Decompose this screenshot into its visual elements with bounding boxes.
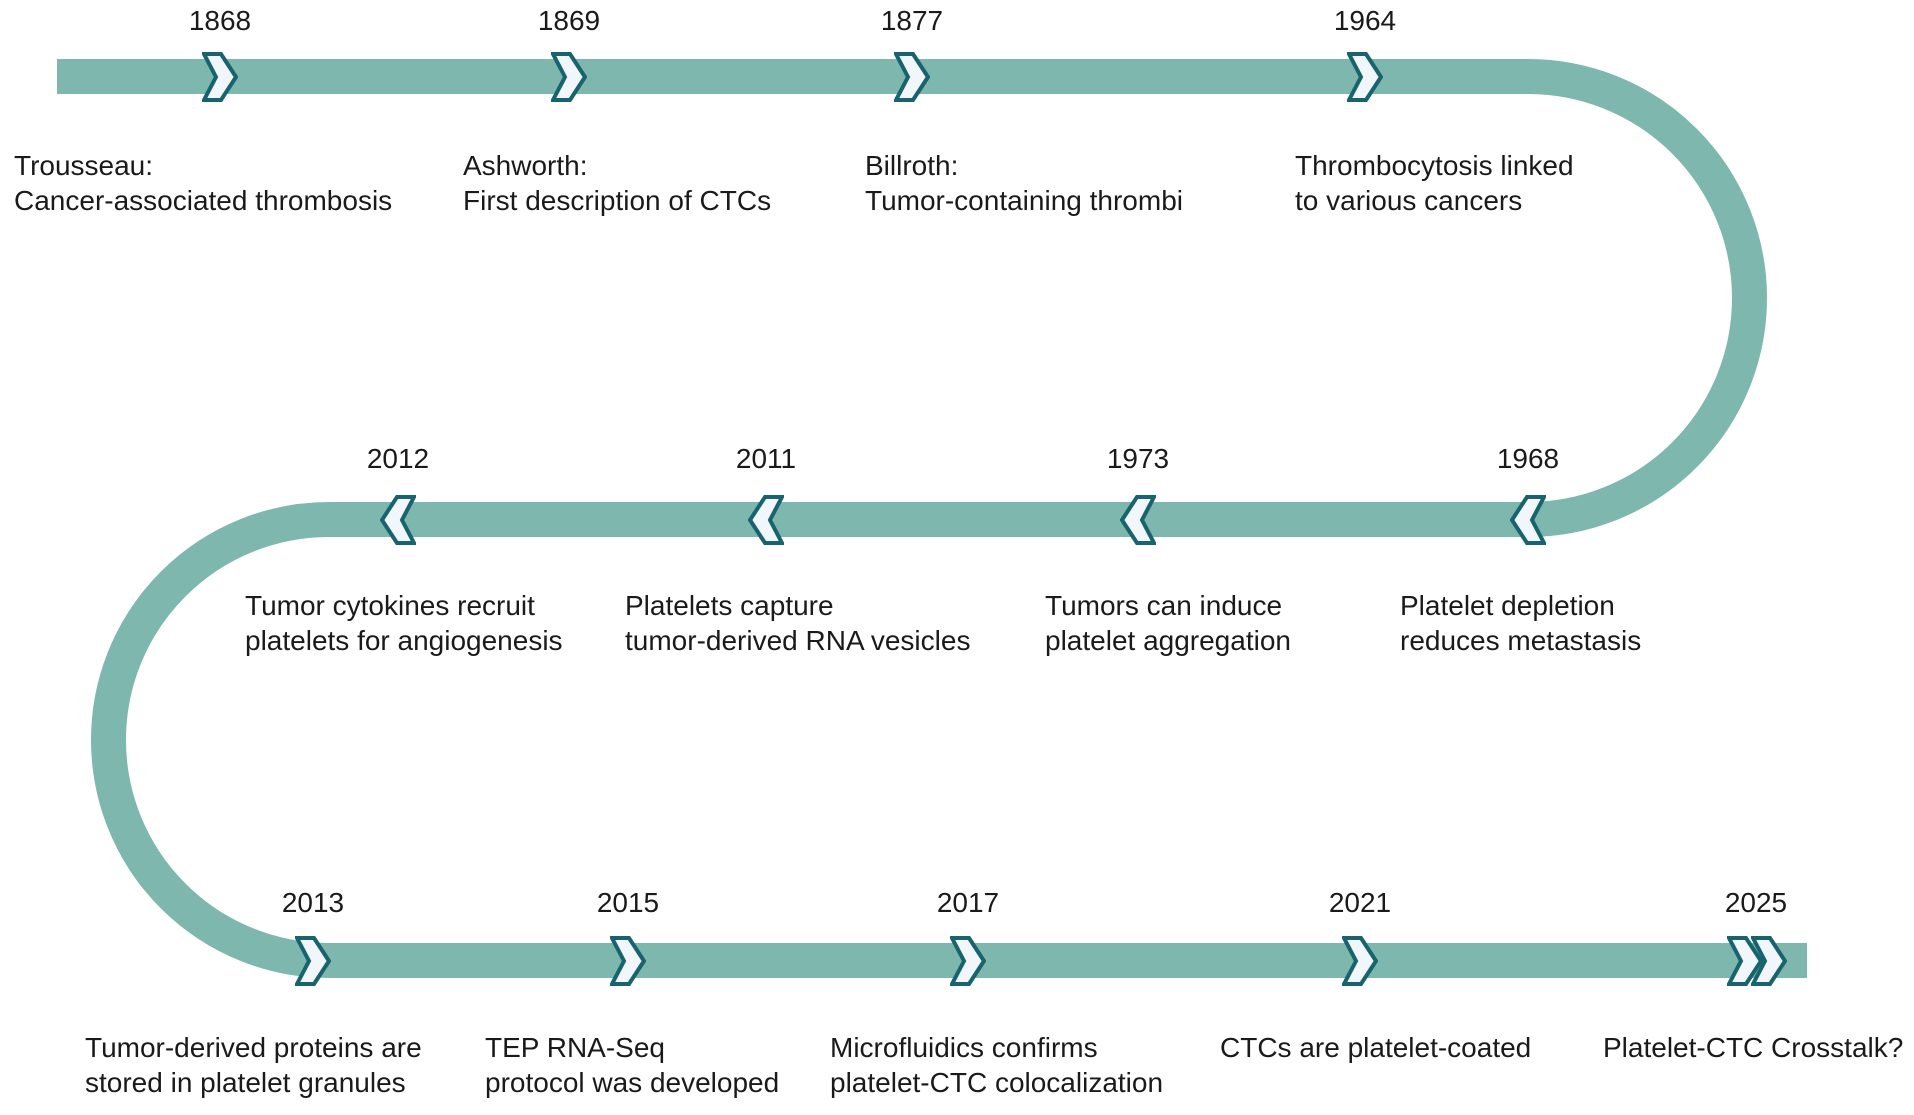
event-description: Billroth: Tumor-containing thrombi [865, 150, 1183, 216]
year-label: 2017 [936, 887, 1000, 918]
chevron-right-icon [1727, 936, 1763, 986]
year-label: 2025 [1724, 887, 1788, 918]
year-label: 1964 [1333, 5, 1397, 36]
event-description: Tumor-derived proteins are stored in pla… [85, 1032, 422, 1098]
year-label: 2013 [281, 887, 345, 918]
year-label: 1868 [188, 5, 252, 36]
chevron-right-icon [295, 936, 331, 986]
chevron-right-icon [1347, 52, 1383, 102]
event-description: Microfluidics confirms platelet-CTC colo… [830, 1032, 1164, 1098]
chevron-right-icon [551, 52, 587, 102]
event-description: Trousseau: Cancer-associated thrombosis [14, 150, 393, 216]
year-label: 1869 [537, 5, 601, 36]
chevron-right-icon [894, 52, 930, 102]
event-description: Platelet-CTC Crosstalk? [1603, 1032, 1904, 1063]
event-description: Platelet depletion reduces metastasis [1400, 590, 1642, 656]
chevron-left-icon [1510, 495, 1546, 545]
year-label: 1877 [880, 5, 944, 36]
event-description: Tumors can induce platelet aggregation [1045, 590, 1291, 656]
chevron-left-icon [748, 495, 784, 545]
event-description: TEP RNA-Seq protocol was developed [485, 1032, 780, 1098]
chevron-left-icon [1120, 495, 1156, 545]
year-label: 1973 [1106, 443, 1170, 474]
event-description: CTCs are platelet-coated [1220, 1032, 1532, 1063]
event-description: Tumor cytokines recruit platelets for an… [245, 590, 563, 656]
event-description: Thrombocytosis linked to various cancers [1295, 150, 1574, 216]
chevron-right-icon [950, 936, 986, 986]
event-description: Ashworth: First description of CTCs [463, 150, 772, 216]
year-label: 2021 [1328, 887, 1392, 918]
event-description: Platelets capture tumor-derived RNA vesi… [625, 590, 971, 656]
chevron-left-icon [380, 495, 416, 545]
year-label: 2012 [366, 443, 430, 474]
chevron-right-icon [1751, 936, 1787, 986]
chevron-right-icon [202, 52, 238, 102]
chevron-right-icon [610, 936, 646, 986]
year-label: 2015 [596, 887, 660, 918]
year-label: 2011 [735, 443, 797, 474]
chevron-right-icon [1342, 936, 1378, 986]
year-label: 1968 [1496, 443, 1560, 474]
